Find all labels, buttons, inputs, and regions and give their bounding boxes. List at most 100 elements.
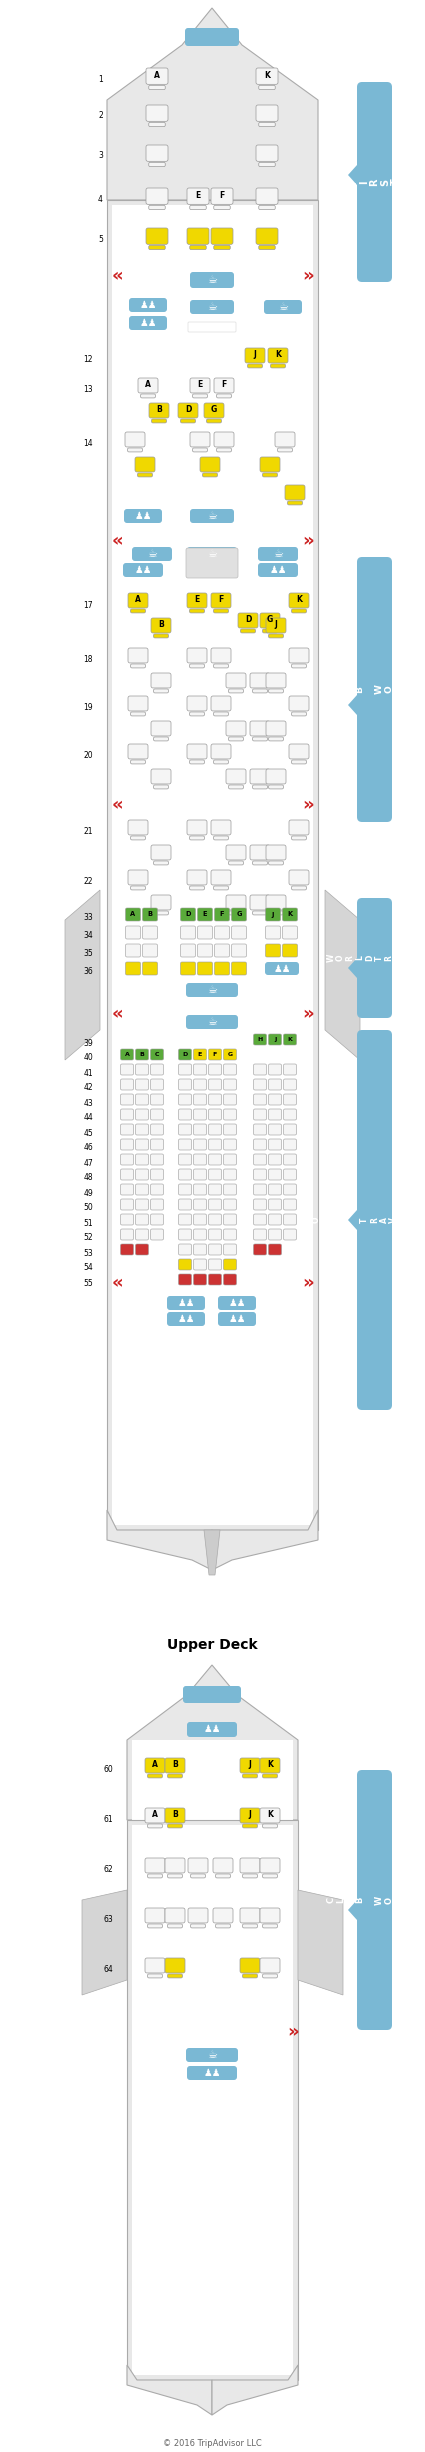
FancyBboxPatch shape — [214, 245, 230, 250]
FancyBboxPatch shape — [266, 846, 286, 861]
FancyBboxPatch shape — [153, 785, 168, 790]
FancyBboxPatch shape — [151, 672, 171, 689]
FancyBboxPatch shape — [198, 927, 212, 939]
Text: 54: 54 — [83, 1263, 93, 1273]
FancyBboxPatch shape — [211, 696, 231, 711]
FancyBboxPatch shape — [167, 1312, 205, 1327]
Text: E: E — [198, 1052, 202, 1057]
FancyBboxPatch shape — [243, 1873, 258, 1878]
FancyBboxPatch shape — [250, 721, 270, 736]
FancyBboxPatch shape — [193, 1079, 207, 1091]
FancyBboxPatch shape — [215, 961, 230, 976]
FancyBboxPatch shape — [209, 1214, 221, 1226]
FancyBboxPatch shape — [292, 664, 306, 667]
FancyBboxPatch shape — [357, 557, 392, 821]
Text: 22: 22 — [83, 878, 93, 888]
FancyBboxPatch shape — [130, 885, 145, 890]
FancyBboxPatch shape — [121, 1049, 133, 1059]
FancyBboxPatch shape — [121, 1079, 133, 1091]
FancyBboxPatch shape — [125, 907, 141, 922]
FancyBboxPatch shape — [260, 1959, 280, 1974]
FancyBboxPatch shape — [211, 228, 233, 245]
FancyBboxPatch shape — [292, 760, 306, 765]
FancyBboxPatch shape — [263, 1974, 278, 1979]
FancyBboxPatch shape — [181, 419, 196, 422]
FancyBboxPatch shape — [123, 564, 163, 576]
Text: 62: 62 — [103, 1866, 113, 1873]
FancyBboxPatch shape — [240, 1758, 260, 1773]
FancyBboxPatch shape — [153, 861, 168, 866]
FancyBboxPatch shape — [146, 145, 168, 162]
FancyBboxPatch shape — [130, 760, 145, 765]
FancyBboxPatch shape — [193, 1108, 207, 1121]
FancyBboxPatch shape — [224, 1140, 236, 1150]
FancyBboxPatch shape — [269, 1108, 281, 1121]
Text: »: » — [302, 267, 314, 284]
FancyBboxPatch shape — [269, 785, 283, 790]
FancyBboxPatch shape — [292, 885, 306, 890]
FancyBboxPatch shape — [269, 1214, 281, 1226]
FancyBboxPatch shape — [245, 348, 265, 363]
Text: 39: 39 — [83, 1040, 93, 1047]
Text: Upper Deck: Upper Deck — [167, 1638, 257, 1653]
FancyBboxPatch shape — [211, 189, 233, 204]
Text: W
O
R
L
D
T
R
A
V
+: W O R L D T R A V + — [326, 954, 422, 961]
FancyBboxPatch shape — [128, 647, 148, 662]
Text: ☕: ☕ — [207, 986, 217, 996]
FancyBboxPatch shape — [253, 1214, 266, 1226]
Polygon shape — [127, 2366, 212, 2415]
FancyBboxPatch shape — [200, 456, 220, 471]
Text: H: H — [258, 1037, 263, 1042]
FancyBboxPatch shape — [193, 1155, 207, 1165]
FancyBboxPatch shape — [193, 1275, 207, 1285]
FancyBboxPatch shape — [275, 432, 295, 446]
FancyBboxPatch shape — [269, 635, 283, 638]
FancyBboxPatch shape — [243, 1925, 258, 1927]
Text: ☕: ☕ — [278, 302, 288, 311]
FancyBboxPatch shape — [121, 1108, 133, 1121]
FancyBboxPatch shape — [178, 1094, 192, 1106]
FancyBboxPatch shape — [214, 432, 234, 446]
FancyBboxPatch shape — [136, 1123, 148, 1135]
Text: 1: 1 — [98, 74, 103, 83]
Text: ♟♟: ♟♟ — [177, 1297, 195, 1307]
FancyBboxPatch shape — [216, 449, 232, 451]
Text: ♟♟: ♟♟ — [228, 1314, 246, 1324]
FancyBboxPatch shape — [263, 1873, 278, 1878]
FancyBboxPatch shape — [283, 1094, 297, 1106]
FancyBboxPatch shape — [204, 402, 224, 417]
FancyBboxPatch shape — [149, 402, 169, 417]
Text: E: E — [203, 912, 207, 917]
FancyBboxPatch shape — [181, 961, 196, 976]
FancyBboxPatch shape — [266, 672, 286, 689]
FancyBboxPatch shape — [146, 189, 168, 204]
FancyBboxPatch shape — [232, 907, 246, 922]
Text: B: B — [172, 1761, 178, 1770]
FancyBboxPatch shape — [243, 1773, 258, 1778]
Text: «: « — [111, 532, 123, 549]
FancyBboxPatch shape — [269, 1155, 281, 1165]
Text: 44: 44 — [83, 1113, 93, 1123]
FancyBboxPatch shape — [142, 961, 158, 976]
Text: 60: 60 — [103, 1765, 113, 1775]
FancyBboxPatch shape — [256, 228, 278, 245]
FancyBboxPatch shape — [224, 1275, 236, 1285]
FancyBboxPatch shape — [253, 1199, 266, 1209]
FancyBboxPatch shape — [187, 228, 209, 245]
FancyBboxPatch shape — [136, 1199, 148, 1209]
FancyBboxPatch shape — [181, 927, 196, 939]
Polygon shape — [348, 959, 357, 978]
FancyBboxPatch shape — [269, 1243, 281, 1255]
FancyBboxPatch shape — [138, 473, 153, 478]
FancyBboxPatch shape — [150, 1079, 164, 1091]
FancyBboxPatch shape — [178, 1275, 192, 1285]
FancyBboxPatch shape — [260, 1859, 280, 1873]
FancyBboxPatch shape — [357, 81, 392, 282]
FancyBboxPatch shape — [188, 321, 236, 331]
Text: ♟♟: ♟♟ — [134, 564, 152, 576]
FancyBboxPatch shape — [207, 419, 221, 422]
Text: B: B — [158, 620, 164, 630]
FancyBboxPatch shape — [260, 613, 280, 628]
FancyBboxPatch shape — [283, 1064, 297, 1074]
Text: K: K — [288, 1037, 292, 1042]
